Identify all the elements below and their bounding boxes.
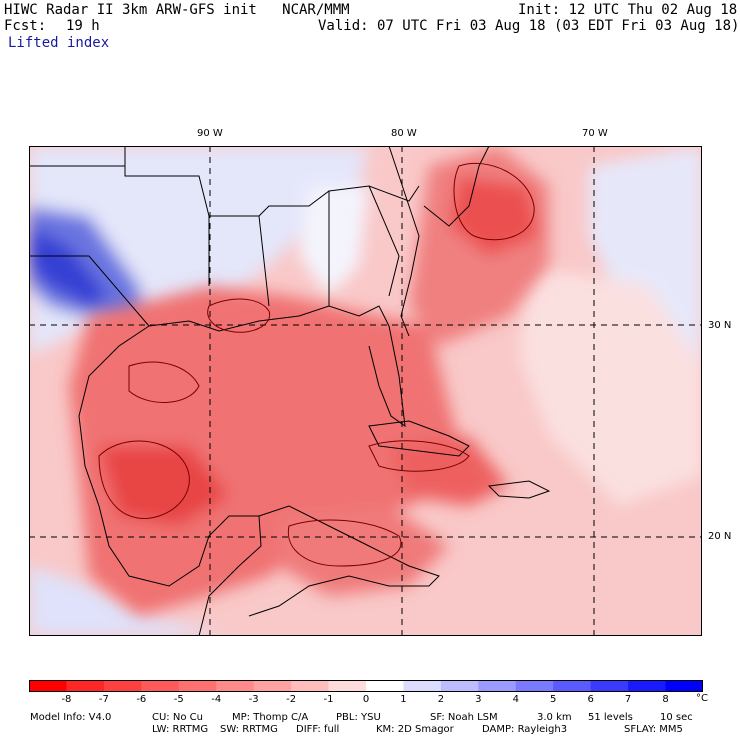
lon-label-70w: 70 W: [582, 128, 608, 139]
colorbar-swatch: [253, 680, 292, 692]
footer-sw: SW: RRTMG: [220, 724, 278, 735]
coastlines: [29, 146, 551, 636]
colorbar-swatch: [553, 680, 592, 692]
colorbar-swatch: [216, 680, 255, 692]
colorbar-unit: °C: [696, 693, 708, 704]
colorbar-swatch: [366, 680, 404, 692]
footer-diff: DIFF: full: [296, 724, 340, 735]
colorbar-swatch: [178, 680, 217, 692]
colorbar: [29, 680, 703, 692]
colorbar-tick-label: 4: [512, 694, 519, 705]
colorbar-swatch: [478, 680, 517, 692]
lifted-index-map: [29, 146, 702, 636]
colorbar-swatch: [515, 680, 554, 692]
colorbar-tick-label: -4: [211, 694, 222, 705]
init-time: Init: 12 UTC Thu 02 Aug 18: [518, 2, 738, 18]
lat-label-30n: 30 N: [708, 320, 732, 331]
colorbar-swatch: [328, 680, 367, 692]
footer-sf: SF: Noah LSM: [430, 712, 498, 723]
colorbar-tick-label: -3: [248, 694, 259, 705]
li-contours: [98, 162, 535, 567]
colorbar-tick-label: 6: [587, 694, 594, 705]
colorbar-swatch: [403, 680, 442, 692]
colorbar-swatch: [103, 680, 142, 692]
field-name: Lifted index: [8, 35, 110, 51]
footer-levels: 51 levels: [588, 712, 633, 723]
title: HIWC Radar II 3km ARW-GFS init NCAR/MMM: [4, 2, 350, 18]
colorbar-tick-label: 7: [624, 694, 632, 705]
valid-time: Valid: 07 UTC Fri 03 Aug 18 (03 EDT Fri …: [318, 18, 740, 34]
unstable-region-fill: [69, 146, 549, 616]
colorbar-swatch: [291, 680, 330, 692]
colorbar-tick-label: -1: [323, 694, 334, 705]
footer-damp: DAMP: Rayleigh3: [482, 724, 568, 735]
footer-km: KM: 2D Smagor: [376, 724, 454, 735]
footer-lw: LW: RRTMG: [152, 724, 209, 735]
colorbar-swatch: [141, 680, 180, 692]
colorbar-tick-label: 3: [475, 694, 482, 705]
colorbar-swatch: [665, 680, 703, 692]
colorbar-tick-label: -2: [286, 694, 297, 705]
forecast-label: Fcst:: [4, 18, 47, 34]
footer-model-info: Model Info: V4.0: [30, 712, 112, 723]
stable-region-fill: [29, 146, 702, 636]
footer-resolution: 3.0 km: [537, 712, 572, 723]
colorbar-swatch: [440, 680, 479, 692]
lon-label-80w: 80 W: [391, 128, 417, 139]
footer-pbl: PBL: YSU: [336, 712, 381, 723]
lat-label-20n: 20 N: [708, 531, 732, 542]
colorbar-swatch: [66, 680, 105, 692]
colorbar-tick-label: 2: [437, 694, 445, 705]
colorbar-tick-label: 1: [400, 694, 407, 705]
graticule: [29, 146, 702, 636]
colorbar-tick-label: -5: [173, 694, 184, 705]
colorbar-tick-label: -6: [136, 694, 147, 705]
colorbar-tick-label: -7: [98, 694, 109, 705]
forecast-hours: 19 h: [66, 18, 100, 34]
colorbar-swatch: [29, 680, 67, 692]
lon-label-90w: 90 W: [197, 128, 223, 139]
colorbar-tick-label: 0: [362, 694, 370, 705]
footer-cu: CU: No Cu: [152, 712, 203, 723]
footer-mp: MP: Thomp C/A: [232, 712, 309, 723]
colorbar-swatch: [628, 680, 667, 692]
colorbar-tick-label: 8: [662, 694, 669, 705]
colorbar-tick-label: -8: [61, 694, 72, 705]
footer-sflay: SFLAY: MM5: [624, 724, 683, 735]
colorbar-swatch: [590, 680, 629, 692]
colorbar-tick-label: 5: [550, 694, 557, 705]
footer-timestep: 10 sec: [660, 712, 693, 723]
